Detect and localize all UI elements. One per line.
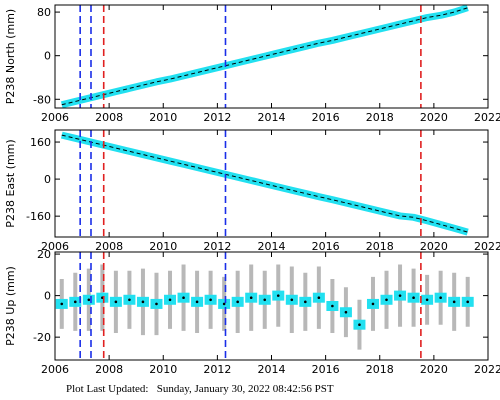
x-tick-label: 2022 — [474, 111, 500, 124]
model-point — [87, 298, 91, 302]
x-tick-label: 2016 — [312, 240, 340, 253]
plot-area — [60, 131, 469, 236]
model-point — [222, 302, 226, 306]
model-point — [128, 298, 131, 302]
model-point — [60, 302, 64, 306]
x-tick-label: 2014 — [258, 363, 286, 376]
model-point — [249, 296, 253, 299]
plot-area — [60, 5, 469, 108]
x-tick-label: 2016 — [312, 111, 340, 124]
model-point — [385, 298, 388, 302]
x-tick-label: 2010 — [149, 240, 177, 253]
y-axis-label: P238 Up (mm) — [4, 266, 17, 346]
model-point — [195, 300, 199, 304]
model-point — [425, 298, 429, 302]
y-tick-label: 80 — [37, 6, 51, 19]
y-tick-label: -80 — [33, 93, 51, 106]
x-tick-label: 2006 — [41, 363, 69, 376]
x-tick-label: 2020 — [420, 363, 448, 376]
y-tick-label: -160 — [26, 210, 51, 223]
x-tick-label: 2010 — [149, 111, 177, 124]
x-tick-label: 2008 — [95, 363, 123, 376]
y-axis-label: P238 North (mm) — [4, 9, 17, 104]
x-tick-label: 2020 — [420, 240, 448, 253]
data-band — [60, 131, 469, 236]
x-tick-label: 2020 — [420, 111, 448, 124]
model-point — [182, 296, 185, 299]
y-tick-label: -20 — [33, 331, 51, 344]
data-band — [60, 5, 469, 108]
model-point — [317, 296, 321, 299]
model-point — [141, 300, 145, 304]
x-tick-label: 2018 — [366, 111, 394, 124]
model-point — [236, 300, 239, 304]
model-point — [209, 298, 212, 302]
y-axis-label: P238 East (mm) — [4, 139, 17, 227]
x-tick-label: 2008 — [95, 240, 123, 253]
y-tick-label: 0 — [44, 50, 51, 63]
model-point — [344, 310, 348, 314]
footer: Plot Last Updated: Sunday, January 30, 2… — [66, 383, 334, 395]
x-tick-label: 2014 — [258, 111, 286, 124]
x-tick-label: 2012 — [203, 111, 231, 124]
x-tick-label: 2016 — [312, 363, 340, 376]
x-tick-label: 2010 — [149, 363, 177, 376]
y-tick-label: 20 — [37, 248, 51, 261]
model-point — [452, 300, 456, 304]
model-point — [398, 294, 402, 297]
x-tick-label: 2008 — [95, 111, 123, 124]
model-point — [155, 302, 158, 306]
x-tick-label: 2022 — [474, 240, 500, 253]
y-tick-label: 0 — [44, 290, 51, 303]
x-tick-label: 2018 — [366, 363, 394, 376]
x-tick-label: 2012 — [203, 363, 231, 376]
model-point — [73, 300, 77, 304]
model-point — [168, 298, 172, 302]
model-point — [358, 323, 361, 326]
model-point — [331, 304, 334, 308]
x-tick-label: 2014 — [258, 240, 286, 253]
model-point — [439, 296, 442, 299]
model-point — [276, 294, 280, 297]
model-point — [114, 300, 118, 304]
x-tick-label: 2006 — [41, 240, 69, 253]
x-tick-label: 2018 — [366, 240, 394, 253]
model-point — [371, 302, 375, 306]
model-point — [304, 300, 307, 304]
x-tick-label: 2012 — [203, 240, 231, 253]
x-tick-label: 2006 — [41, 111, 69, 124]
y-tick-label: 0 — [44, 173, 51, 186]
y-tick-label: 160 — [30, 136, 51, 149]
model-point — [466, 300, 470, 304]
model-point — [263, 298, 267, 302]
model-point — [290, 298, 294, 302]
plot-area — [55, 264, 474, 350]
x-tick-label: 2022 — [474, 363, 500, 376]
model-point — [412, 296, 415, 299]
